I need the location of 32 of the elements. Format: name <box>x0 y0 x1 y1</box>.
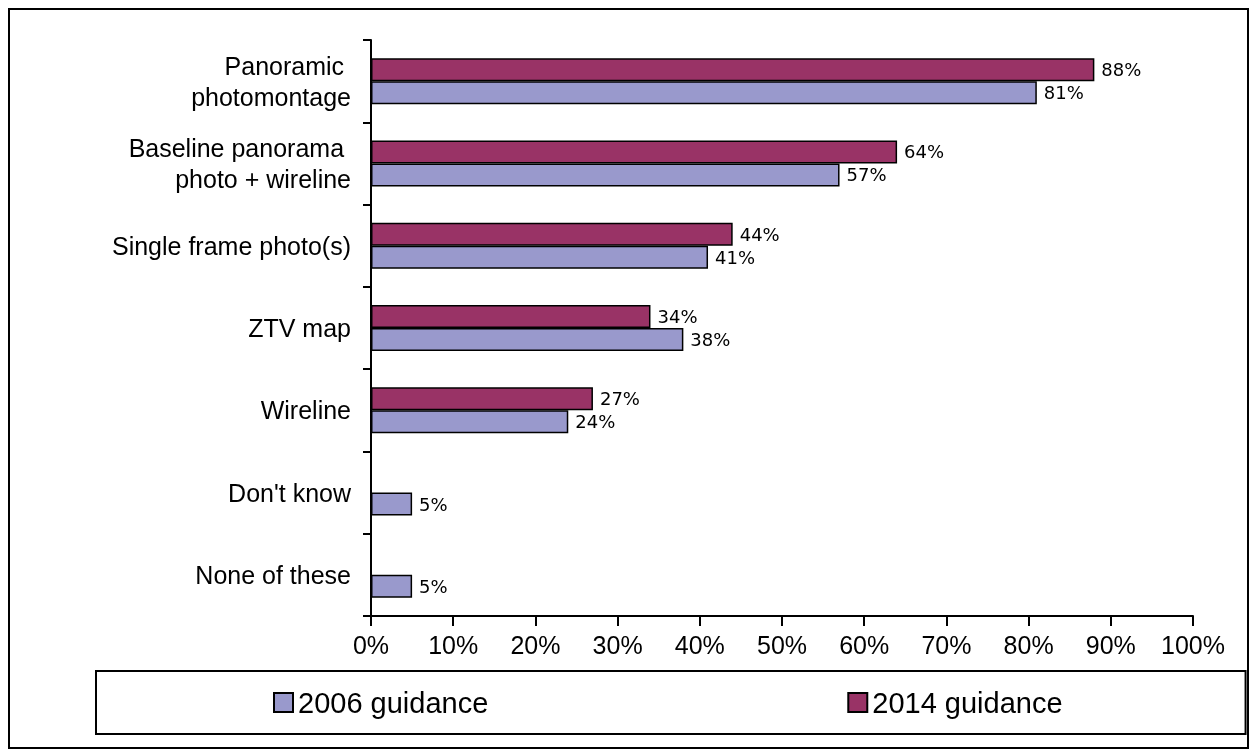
data-label: 81% <box>1043 82 1084 104</box>
data-label: 41% <box>715 246 756 268</box>
x-tick-label: 60% <box>839 630 890 659</box>
y-tick-label: Single frame photo(s) <box>111 231 351 260</box>
data-label: 38% <box>690 329 731 350</box>
data-label: 5% <box>419 575 448 597</box>
y-tick-label: ZTV map <box>248 314 351 342</box>
x-tick-label: 10% <box>428 630 479 659</box>
data-label: 27% <box>599 388 640 410</box>
y-tick-label: Don't know <box>228 478 352 507</box>
x-tick-label: 0% <box>352 630 390 659</box>
y-tick-label: None of these <box>195 560 351 589</box>
data-label: 64% <box>904 141 945 163</box>
y-tick-label: Panoramic photomontage <box>191 51 351 111</box>
x-tick-label: 90% <box>1085 630 1136 659</box>
x-tick-label: 50% <box>756 630 808 659</box>
legend-label: 2006 guidance <box>298 686 489 719</box>
data-label: 5% <box>419 493 448 515</box>
data-label: 57% <box>846 164 887 186</box>
x-tick-label: 70% <box>921 630 972 659</box>
x-tick-label: 80% <box>1003 630 1054 659</box>
data-label: 34% <box>657 306 698 327</box>
y-tick-label: Wireline <box>260 396 351 425</box>
data-label: 88% <box>1101 59 1142 81</box>
legend-label: 2014 guidance <box>872 686 1063 719</box>
x-tick-label: 100% <box>1161 630 1225 659</box>
data-label: 24% <box>575 411 616 433</box>
data-label: 44% <box>739 223 780 245</box>
x-tick-label: 40% <box>674 630 725 659</box>
y-tick-label: Baseline panorama photo + wireline <box>128 133 351 193</box>
x-tick-label: 30% <box>592 630 643 659</box>
x-tick-label: 20% <box>510 630 561 659</box>
